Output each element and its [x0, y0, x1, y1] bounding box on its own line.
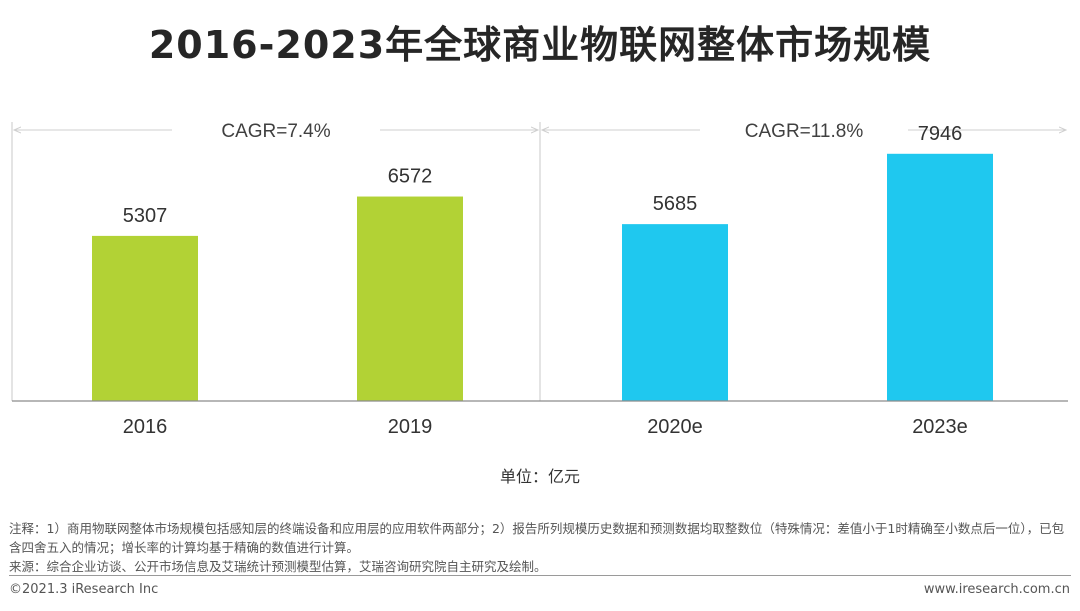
- cagr-label: CAGR=11.8%: [745, 121, 864, 142]
- cagr-label: CAGR=7.4%: [221, 121, 330, 142]
- x-tick-label: 2019: [388, 416, 433, 438]
- note-text: 注释：1）商用物联网整体市场规模包括感知层的终端设备和应用层的应用软件两部分；2…: [9, 521, 1065, 555]
- bar: [357, 196, 463, 401]
- data-label: 7946: [918, 123, 963, 145]
- footer-divider: [9, 575, 1071, 576]
- chart-title: 2016-2023年全球商业物联网整体市场规模: [148, 23, 932, 67]
- x-tick-label: 2020e: [647, 416, 703, 438]
- source-text: 来源：综合企业访谈、公开市场信息及艾瑞统计预测模型估算，艾瑞咨询研究院自主研究及…: [9, 559, 547, 574]
- data-label: 5307: [123, 205, 168, 227]
- x-tick-label: 2023e: [912, 416, 968, 438]
- bar: [622, 224, 728, 401]
- notes: 注释：1）商用物联网整体市场规模包括感知层的终端设备和应用层的应用软件两部分；2…: [9, 519, 1071, 576]
- data-label: 5685: [653, 193, 698, 215]
- copyright: ©2021.3 iResearch Inc: [9, 582, 159, 597]
- data-label: 6572: [388, 166, 433, 188]
- bar-chart: CAGR=7.4% CAGR=11.8% 5307 2016 6572 2019 5685 2…: [11, 121, 1068, 486]
- website-link[interactable]: www.iresearch.com.cn: [923, 582, 1070, 597]
- x-tick-label: 2016: [123, 416, 168, 438]
- bar: [92, 235, 198, 401]
- unit-label: 单位：亿元: [500, 467, 580, 486]
- bar: [887, 153, 993, 401]
